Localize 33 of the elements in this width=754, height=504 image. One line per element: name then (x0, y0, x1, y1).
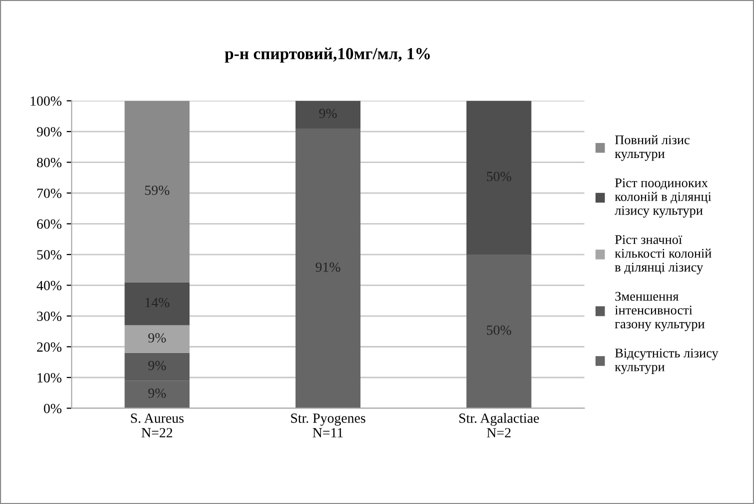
y-tick-label: 0% (44, 404, 62, 414)
bar (466, 254, 532, 408)
bar (466, 100, 532, 255)
y-tick-label: 30% (37, 312, 62, 322)
chart-title: р-н спиртовий,10мг/мл, 1% (224, 48, 430, 63)
bar (124, 100, 190, 282)
x-tick-label: S. Aureus N=22 (131, 414, 184, 438)
data-label: 91% (316, 262, 340, 272)
bar (124, 325, 190, 353)
y-tick-label: 20% (37, 342, 62, 352)
y-tick-label: 90% (36, 127, 62, 137)
y-tick-label: 40% (36, 280, 62, 290)
y-tick-label: 10% (38, 373, 62, 382)
y-tick-label: 50% (37, 250, 62, 260)
legend-label: Ріст поодиноких колоній в ділянці лізису культури (614, 178, 712, 218)
x-tick-label: Str. Pyogenes N=11 (291, 414, 366, 438)
data-label: 59% (145, 186, 170, 196)
data-label: 9% (148, 388, 166, 398)
legend-label: Повний лізис культури (614, 135, 690, 161)
x-tick-label: Str. Agalactiae N=2 (459, 413, 539, 438)
bar (296, 100, 360, 128)
y-tick-label: 70% (37, 188, 62, 198)
y-tick-label: 60% (37, 219, 62, 229)
legend-label: Ріст значної кількості колоній в ділянці лізису (614, 235, 712, 274)
y-tick-label: 80% (36, 158, 62, 168)
data-label: 9% (148, 360, 166, 370)
bar (124, 282, 190, 326)
bar (296, 128, 360, 408)
data-label: 50% (486, 325, 512, 335)
y-tick-label: 100% (30, 96, 62, 106)
data-label: 9% (148, 333, 166, 343)
legend-label: Відсутність лізису культури (614, 348, 718, 374)
legend-label: Зменшення інтенсивності газону культури (614, 292, 705, 332)
